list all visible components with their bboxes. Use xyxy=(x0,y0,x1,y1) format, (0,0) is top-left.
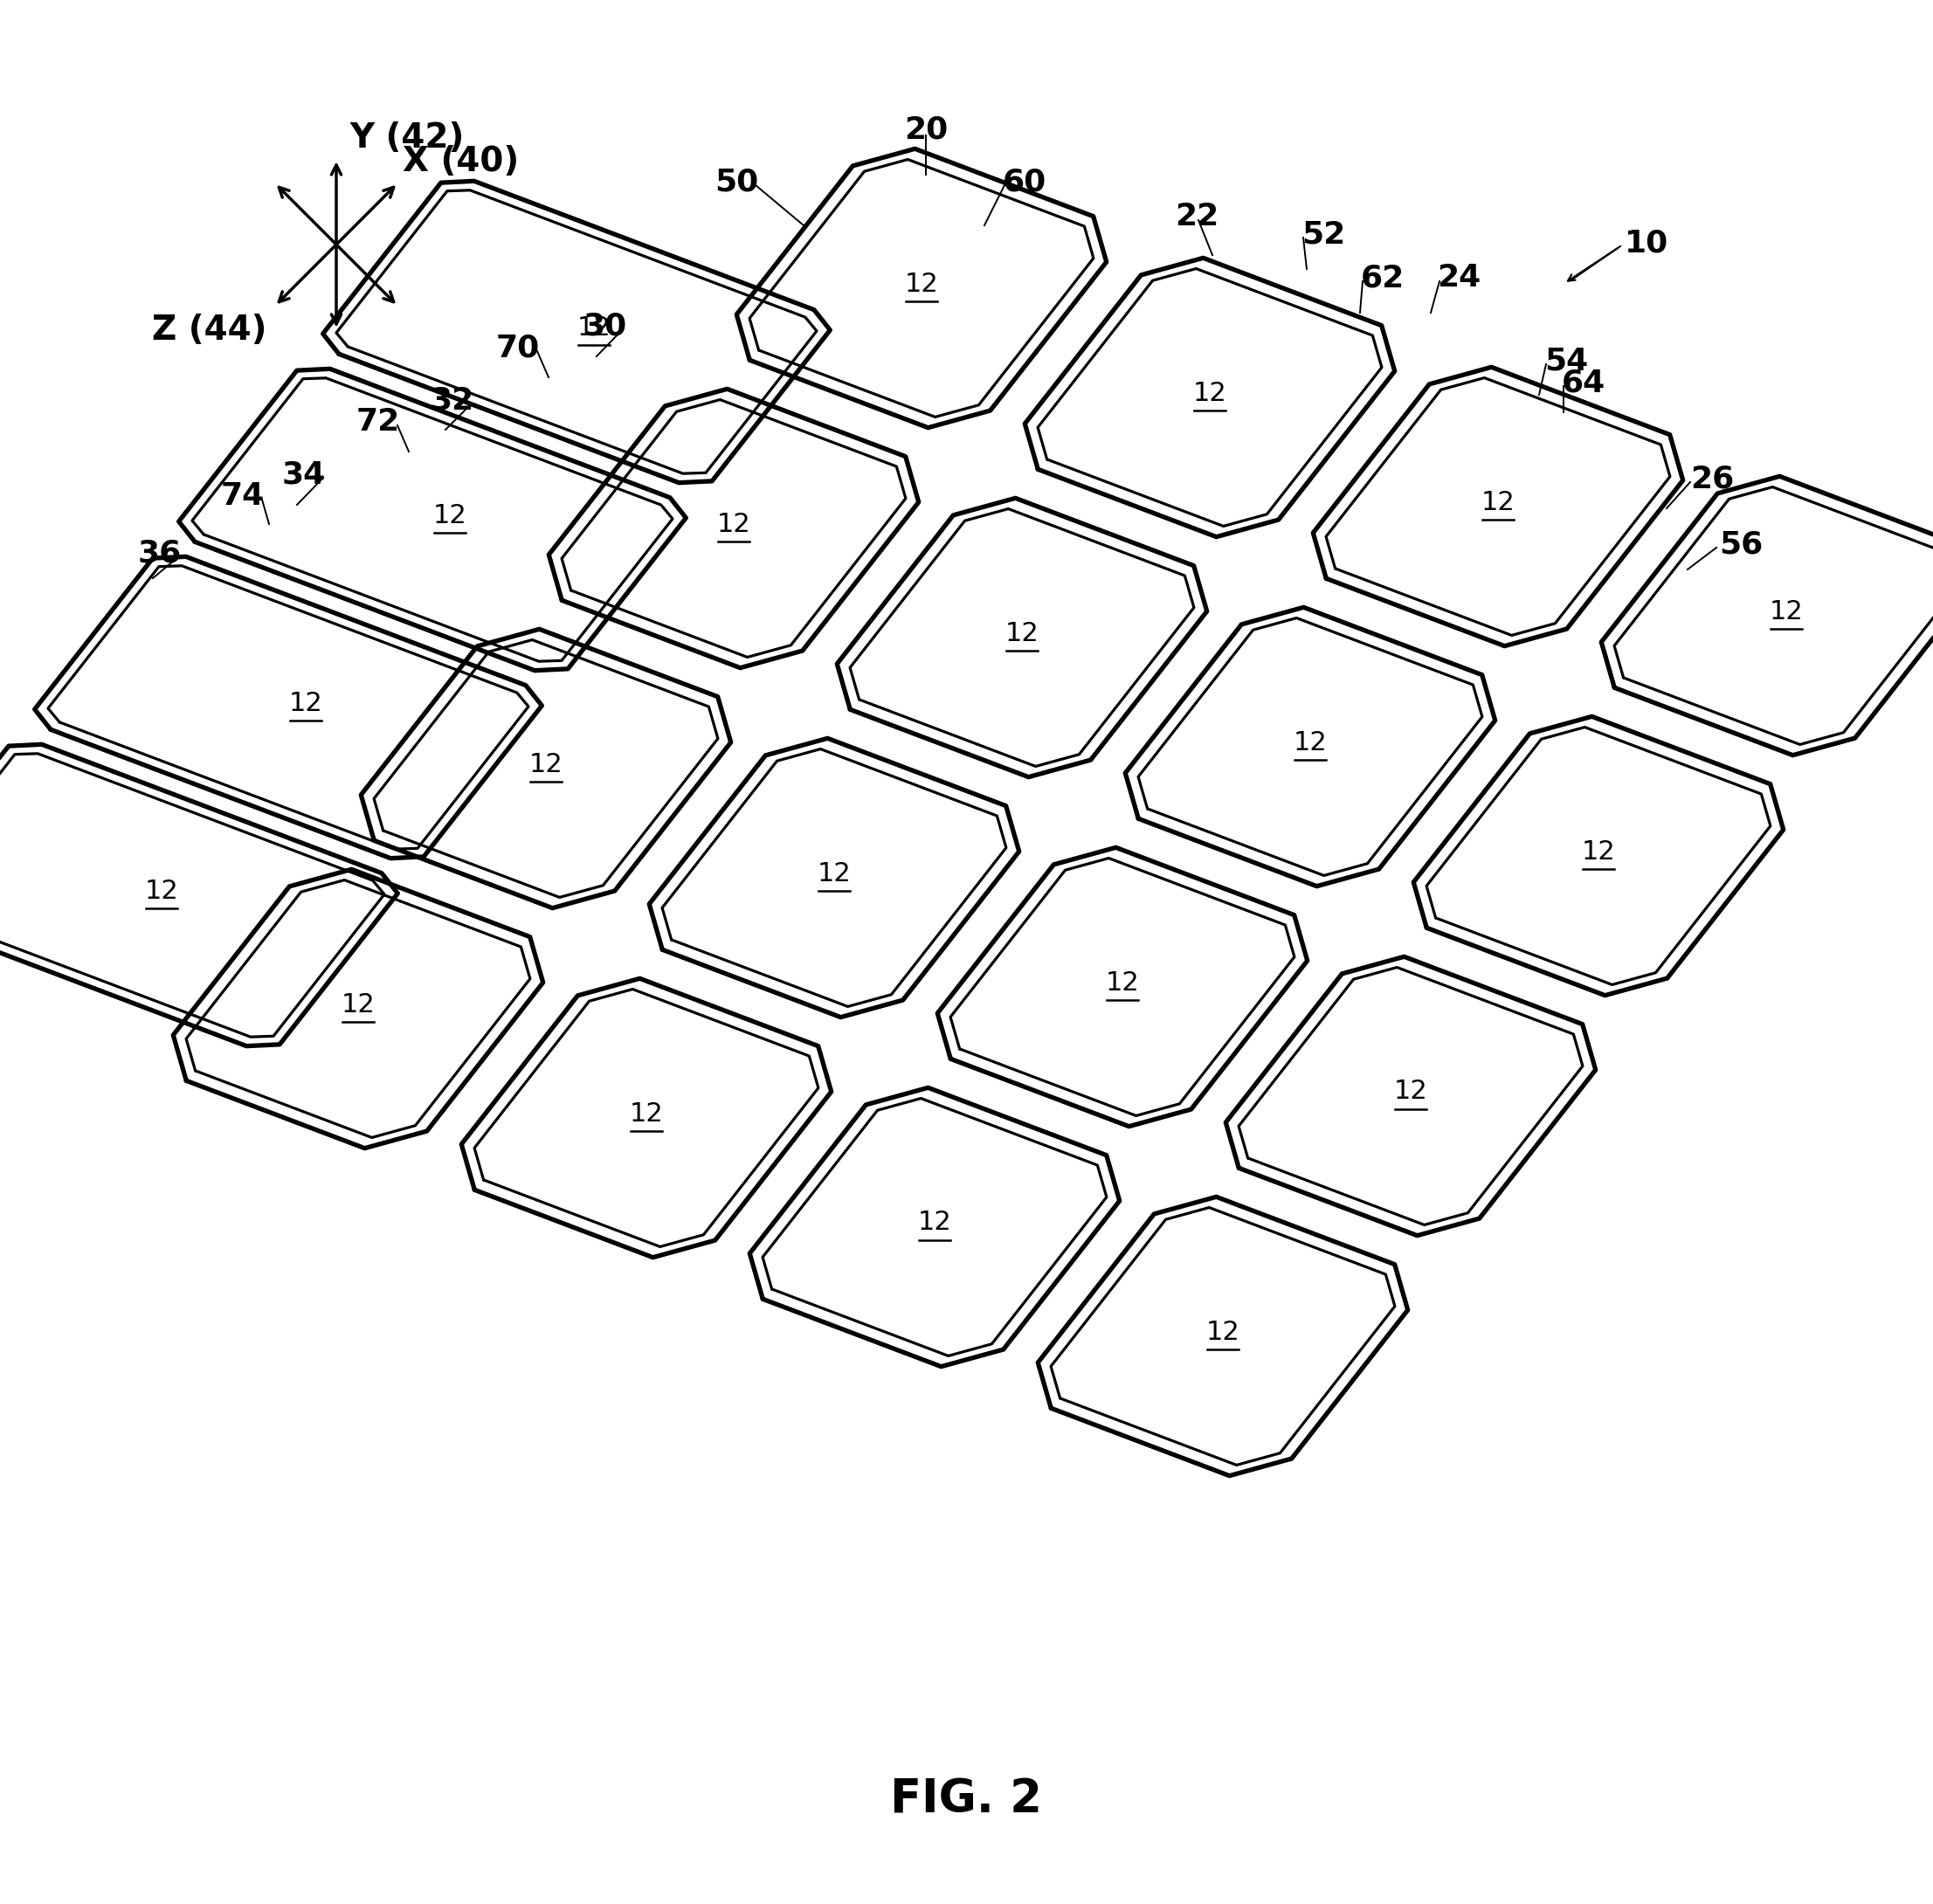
Polygon shape xyxy=(462,979,831,1257)
Polygon shape xyxy=(1038,1198,1407,1476)
Text: FIG. 2: FIG. 2 xyxy=(889,1776,1042,1822)
Polygon shape xyxy=(0,744,398,1045)
Text: 12: 12 xyxy=(818,861,851,885)
Polygon shape xyxy=(1125,607,1494,885)
Text: 74: 74 xyxy=(220,482,265,510)
Text: 50: 50 xyxy=(715,168,758,196)
Text: 10: 10 xyxy=(1624,228,1668,257)
Text: 12: 12 xyxy=(630,1101,663,1127)
Text: 32: 32 xyxy=(431,385,474,415)
Polygon shape xyxy=(1601,476,1933,756)
Polygon shape xyxy=(361,628,731,908)
Polygon shape xyxy=(649,739,1019,1017)
Text: 34: 34 xyxy=(282,459,327,489)
Text: 54: 54 xyxy=(1544,347,1589,375)
Text: 26: 26 xyxy=(1689,465,1734,493)
Text: 62: 62 xyxy=(1361,263,1405,293)
Text: 12: 12 xyxy=(342,992,375,1017)
Text: 12: 12 xyxy=(1581,840,1616,864)
Polygon shape xyxy=(174,870,543,1148)
Text: 24: 24 xyxy=(1436,263,1481,293)
Text: Z (44): Z (44) xyxy=(153,314,267,347)
Polygon shape xyxy=(938,847,1307,1127)
Text: 12: 12 xyxy=(1206,1319,1239,1344)
Text: 12: 12 xyxy=(433,503,466,527)
Text: 12: 12 xyxy=(1293,729,1328,756)
Polygon shape xyxy=(1024,257,1396,537)
Polygon shape xyxy=(1226,956,1595,1236)
Polygon shape xyxy=(323,181,829,484)
Text: 22: 22 xyxy=(1175,202,1218,232)
Polygon shape xyxy=(35,556,541,859)
Text: 12: 12 xyxy=(918,1211,951,1236)
Text: 36: 36 xyxy=(137,539,182,567)
Text: 52: 52 xyxy=(1301,219,1345,249)
Polygon shape xyxy=(549,388,918,668)
Text: Y (42): Y (42) xyxy=(350,122,464,154)
Text: 12: 12 xyxy=(1769,598,1803,625)
Text: 70: 70 xyxy=(497,333,539,362)
Text: 12: 12 xyxy=(1106,969,1139,996)
Text: 12: 12 xyxy=(717,512,750,537)
Text: 56: 56 xyxy=(1718,529,1763,560)
Polygon shape xyxy=(750,1087,1119,1367)
Text: 72: 72 xyxy=(356,407,400,436)
Text: 30: 30 xyxy=(584,310,626,341)
Text: 60: 60 xyxy=(1003,168,1046,196)
Polygon shape xyxy=(178,369,686,670)
Text: 20: 20 xyxy=(905,114,947,145)
Text: 12: 12 xyxy=(578,314,611,341)
Polygon shape xyxy=(736,149,1106,428)
Text: 12: 12 xyxy=(905,270,938,297)
Polygon shape xyxy=(1313,367,1684,645)
Text: 12: 12 xyxy=(1005,621,1038,645)
Text: 12: 12 xyxy=(1394,1080,1428,1104)
Text: 12: 12 xyxy=(1481,489,1515,514)
Text: 12: 12 xyxy=(288,691,323,716)
Polygon shape xyxy=(1413,716,1784,996)
Text: 12: 12 xyxy=(1193,381,1227,406)
Text: 64: 64 xyxy=(1562,367,1606,398)
Text: 12: 12 xyxy=(530,752,563,777)
Text: 12: 12 xyxy=(145,878,178,904)
Text: X (40): X (40) xyxy=(402,145,520,177)
Polygon shape xyxy=(837,499,1206,777)
